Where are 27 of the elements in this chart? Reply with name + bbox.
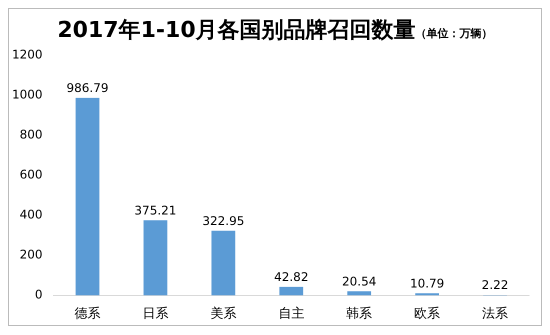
data-label: 42.82 <box>274 270 308 284</box>
y-tick-label: 1200 <box>12 47 43 62</box>
chart-subtitle: （单位：万辆） <box>416 27 493 40</box>
y-tick-label: 200 <box>20 247 43 262</box>
data-label: 20.54 <box>342 274 376 288</box>
x-tick-label: 法系 <box>482 306 508 322</box>
x-tick-label: 美系 <box>210 306 236 322</box>
bar <box>144 220 168 296</box>
y-tick-label: 800 <box>20 127 43 142</box>
data-label: 2.22 <box>482 278 508 292</box>
bar <box>279 286 304 296</box>
y-tick-label: 0 <box>34 288 43 302</box>
data-label: 375.21 <box>134 203 176 218</box>
bar <box>211 230 236 296</box>
x-tick-label: 自主 <box>278 306 304 322</box>
x-tick-label: 韩系 <box>346 306 372 322</box>
y-tick-label: 400 <box>20 207 43 222</box>
x-tick-label: 德系 <box>74 306 100 322</box>
y-tick-label: 1000 <box>12 87 43 102</box>
chart-title: 2017年1-10月各国别品牌召回数量 <box>57 18 416 43</box>
bar <box>76 98 100 296</box>
data-label: 986.79 <box>66 81 108 96</box>
y-tick-label: 600 <box>20 167 43 182</box>
x-tick-label: 日系 <box>142 306 168 322</box>
x-tick-label: 欧系 <box>414 306 440 322</box>
data-label: 322.95 <box>202 214 244 228</box>
data-label: 10.79 <box>410 276 444 290</box>
